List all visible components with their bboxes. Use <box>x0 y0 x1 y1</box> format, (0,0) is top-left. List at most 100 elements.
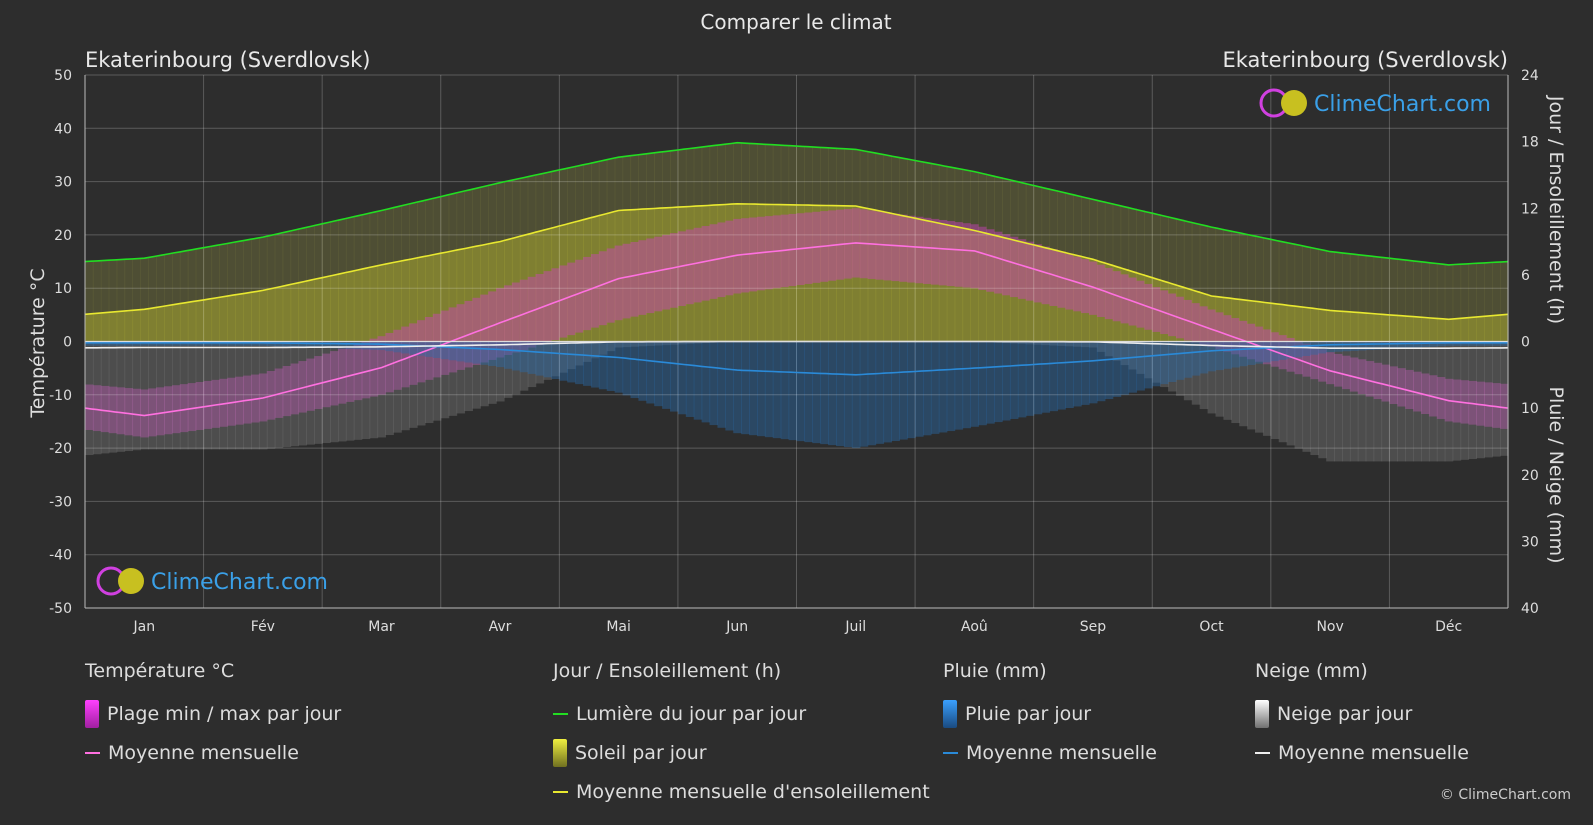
temp-range-bar <box>1049 249 1058 306</box>
daylight-bar <box>1318 249 1327 342</box>
daylight-bar <box>156 255 165 342</box>
rain-bar <box>907 341 916 439</box>
snow-bar <box>1500 341 1509 456</box>
rain-bar <box>994 341 1003 423</box>
rain-bar <box>116 341 126 346</box>
temp-range-bar <box>1334 353 1343 387</box>
sunshine-bar <box>1310 308 1319 342</box>
temp-range-bar <box>1073 256 1082 312</box>
temp-range-bar <box>1500 383 1509 429</box>
rain-bar <box>843 341 853 448</box>
sunshine-bar <box>1389 315 1398 342</box>
copyright: © ClimeChart.com <box>1439 787 1571 803</box>
sunshine-bar <box>930 222 940 342</box>
snow-bar <box>1089 341 1098 348</box>
rain-bar <box>369 341 379 350</box>
rain-bar <box>1081 341 1090 405</box>
sunshine-bar <box>527 233 537 342</box>
rain-bar <box>440 341 450 360</box>
snow-bar <box>496 341 505 402</box>
snow-bar <box>1239 341 1248 427</box>
sunshine-bar <box>1476 316 1485 342</box>
sunshine-bar <box>440 252 450 342</box>
snow-bar <box>1326 341 1335 462</box>
line-sunshine-mean <box>553 790 568 793</box>
rain-bar <box>1444 341 1454 346</box>
sunshine-bar <box>1073 255 1082 342</box>
snow-bar <box>1365 341 1375 462</box>
rain-bar <box>701 341 711 423</box>
daylight-bar <box>1278 241 1288 342</box>
y-left-tick-label: 30 <box>54 175 72 191</box>
temp-range-bar <box>1033 244 1043 303</box>
sunshine-bar <box>709 205 719 342</box>
x-tick-label: Fév <box>251 619 275 635</box>
temp-range-bar <box>1041 246 1051 305</box>
sunshine-bar <box>946 225 956 342</box>
sunshine-bar <box>551 227 560 342</box>
line-rain-mean <box>943 751 958 754</box>
snow-bar <box>614 341 624 348</box>
sunshine-bar <box>496 241 505 342</box>
temp-range-bar <box>393 329 402 390</box>
snow-bar <box>132 341 141 451</box>
location-right: Ekaterinbourg (Sverdlovsk) <box>1223 48 1509 72</box>
sunshine-bar <box>559 224 568 342</box>
sunshine-bar <box>472 246 481 342</box>
rain-bar <box>733 341 742 434</box>
rain-bar <box>432 341 442 358</box>
sunshine-bar <box>780 204 790 342</box>
temp-range-bar <box>203 380 213 429</box>
sunshine-bar <box>164 305 173 342</box>
temp-range-bar <box>1428 375 1438 417</box>
temp-range-bar <box>1476 381 1485 426</box>
snow-bar <box>677 341 687 345</box>
rain-bar <box>883 341 892 443</box>
daylight-bar <box>179 251 189 342</box>
y-right-bottom-tick-label: 20 <box>1521 468 1539 484</box>
temp-range-bar <box>535 273 545 346</box>
temp-mean-line <box>84 242 1509 417</box>
snow-bar <box>1349 341 1359 462</box>
rain-bar <box>132 341 141 346</box>
x-tick-label: Aoû <box>961 619 988 635</box>
daylight-bar <box>1334 252 1343 342</box>
rain-bar <box>1492 341 1501 346</box>
snow-bar <box>116 341 126 452</box>
rain-bar <box>1104 341 1114 400</box>
sunshine-bar <box>274 287 284 342</box>
swatch-temp-range <box>85 699 99 728</box>
y-left-tick-label: -20 <box>49 441 72 457</box>
swatch-snow <box>1255 699 1269 728</box>
rain-bar <box>298 341 307 348</box>
temp-range-bar <box>1096 264 1106 317</box>
rain-bar <box>709 341 719 426</box>
rain-bar <box>1326 341 1335 353</box>
sunshine-bar <box>179 303 189 342</box>
rain-bar <box>1286 341 1296 359</box>
temp-range-bar <box>132 388 141 437</box>
rain-bar <box>1421 341 1430 348</box>
sunshine-bar <box>1025 243 1035 342</box>
rain-bar <box>243 341 252 346</box>
rain-bar <box>1436 341 1446 347</box>
daylight-bar <box>1468 263 1477 342</box>
daylight-bar <box>1255 236 1264 342</box>
sunshine-bar <box>567 222 576 342</box>
rain-bar <box>978 341 987 426</box>
snow-bar <box>1476 341 1485 459</box>
snow-bar <box>575 341 584 366</box>
y-left-tick-label: 20 <box>54 228 72 244</box>
temp-range-bar <box>756 216 766 291</box>
daylight-bar <box>171 252 181 342</box>
rain-bar <box>1041 341 1051 413</box>
snow-bar <box>1073 341 1082 347</box>
rain-bar <box>1065 341 1074 409</box>
rain-bar <box>503 341 513 369</box>
y-left-tick-label: 40 <box>54 121 72 137</box>
legend-rain: Pluie (mm) Pluie par jour Moyenne mensue… <box>943 660 1157 772</box>
temp-range-bar <box>1373 362 1383 400</box>
watermark-text: ClimeChart.com <box>151 570 328 595</box>
daylight-bar <box>85 261 94 342</box>
sunshine-bar <box>654 208 663 342</box>
